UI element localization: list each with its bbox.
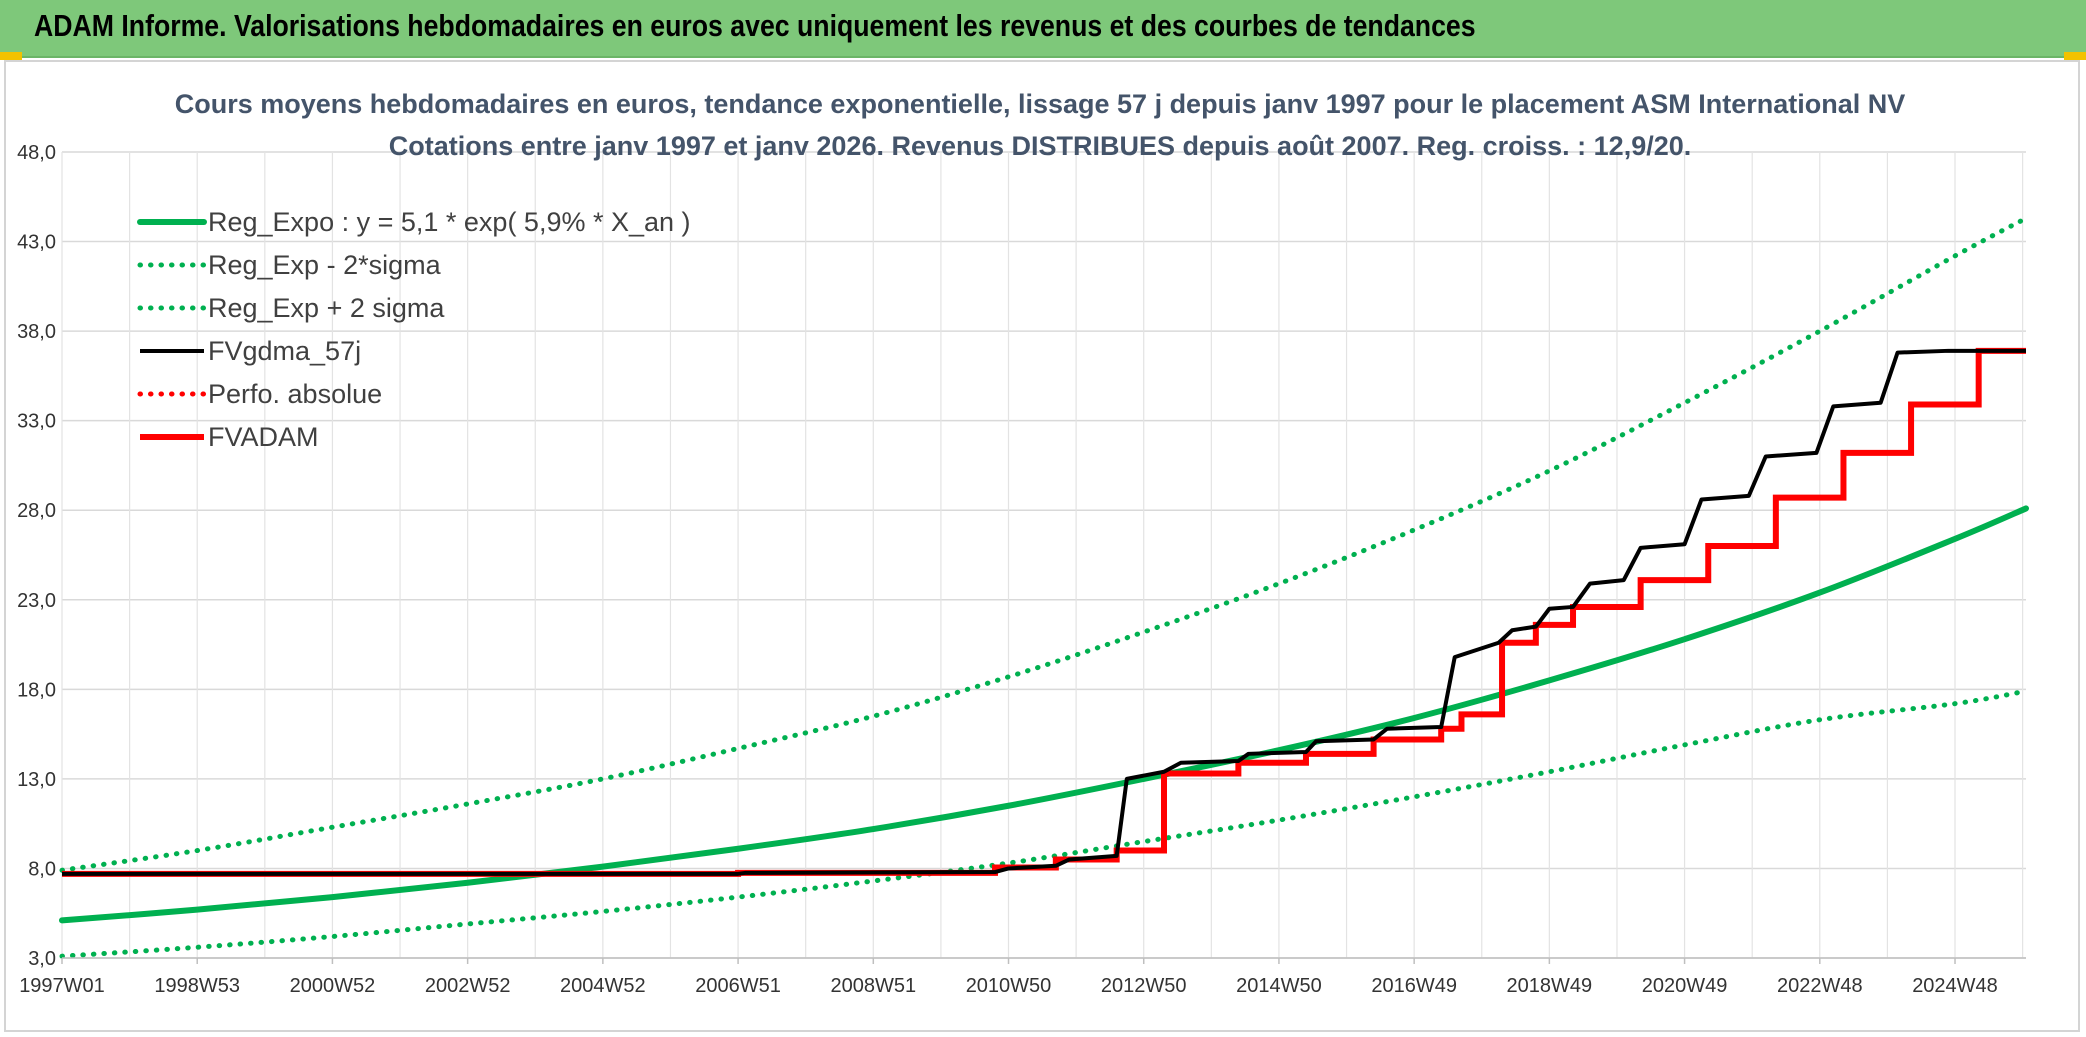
legend-label-5: FVADAM — [208, 422, 319, 452]
y-tick-label: 3,0 — [28, 948, 56, 970]
axes: 3,0 8,0 13,0 18,0 23,0 28,0 33,0 38,0 43,0 48,0 19… — [17, 142, 2026, 997]
report-title: ADAM Informe. Valorisations hebdomadaire… — [34, 8, 1476, 43]
header-bar: ADAM Informe. Valorisations hebdomadaire… — [0, 0, 2086, 58]
x-tick-label: 1998W53 — [154, 975, 240, 997]
corner-accent-left — [0, 52, 22, 60]
legend-label-0: Reg_Expo : y = 5,1 * exp( 5,9% * X_an ) — [208, 207, 691, 237]
chart-frame — [4, 60, 2080, 1032]
x-tick-label: 2016W49 — [1371, 975, 1457, 997]
legend: Reg_Expo : y = 5,1 * exp( 5,9% * X_an ) R… — [137, 207, 691, 452]
y-tick-label: 18,0 — [17, 679, 56, 701]
x-tick-label: 2012W50 — [1101, 975, 1187, 997]
x-tick-label: 2002W52 — [425, 975, 511, 997]
x-tick-label: 2006W51 — [695, 975, 781, 997]
x-tick-label: 1997W01 — [19, 975, 105, 997]
corner-accent-right — [2064, 52, 2086, 60]
chart-title: Cours moyens hebdomadaires en euros, ten… — [175, 89, 1906, 161]
x-tick-label: 2018W49 — [1507, 975, 1593, 997]
chart-title-line-2: Cotations entre janv 1997 et janv 2026. … — [389, 131, 1692, 161]
y-tick-label: 33,0 — [17, 411, 56, 433]
y-tick-label: 38,0 — [17, 321, 56, 343]
series-line-3 — [62, 348, 2026, 876]
chart-title-line-1: Cours moyens hebdomadaires en euros, ten… — [175, 89, 1906, 119]
y-tick-label: 23,0 — [17, 590, 56, 612]
series-line-5 — [62, 347, 2026, 877]
series-layer — [59, 215, 2029, 959]
y-tick-label: 8,0 — [28, 858, 56, 880]
x-tick-label: 2000W52 — [290, 975, 376, 997]
legend-label-1: Reg_Exp - 2*sigma — [208, 250, 442, 280]
legend-label-2: Reg_Exp + 2 sigma — [208, 293, 445, 323]
series-line-0 — [59, 505, 2029, 924]
x-tick-label: 2020W49 — [1642, 975, 1728, 997]
x-tick-label: 2014W50 — [1236, 975, 1322, 997]
x-tick-label: 2008W51 — [830, 975, 916, 997]
legend-label-3: FVgdma_57j — [208, 336, 361, 366]
y-tick-label: 28,0 — [17, 500, 56, 522]
grid — [61, 151, 2026, 959]
legend-label-4: Perfo. absolue — [208, 379, 382, 409]
x-tick-label: 2004W52 — [560, 975, 646, 997]
x-tick-label: 2010W50 — [966, 975, 1052, 997]
y-tick-label: 43,0 — [17, 232, 56, 254]
x-tick-label: 2022W48 — [1777, 975, 1863, 997]
x-tick-label: 2024W48 — [1912, 975, 1998, 997]
series-line-1 — [59, 688, 2029, 959]
y-tick-label: 48,0 — [17, 142, 56, 164]
series-line-2 — [59, 215, 2029, 873]
y-tick-label: 13,0 — [17, 769, 56, 791]
